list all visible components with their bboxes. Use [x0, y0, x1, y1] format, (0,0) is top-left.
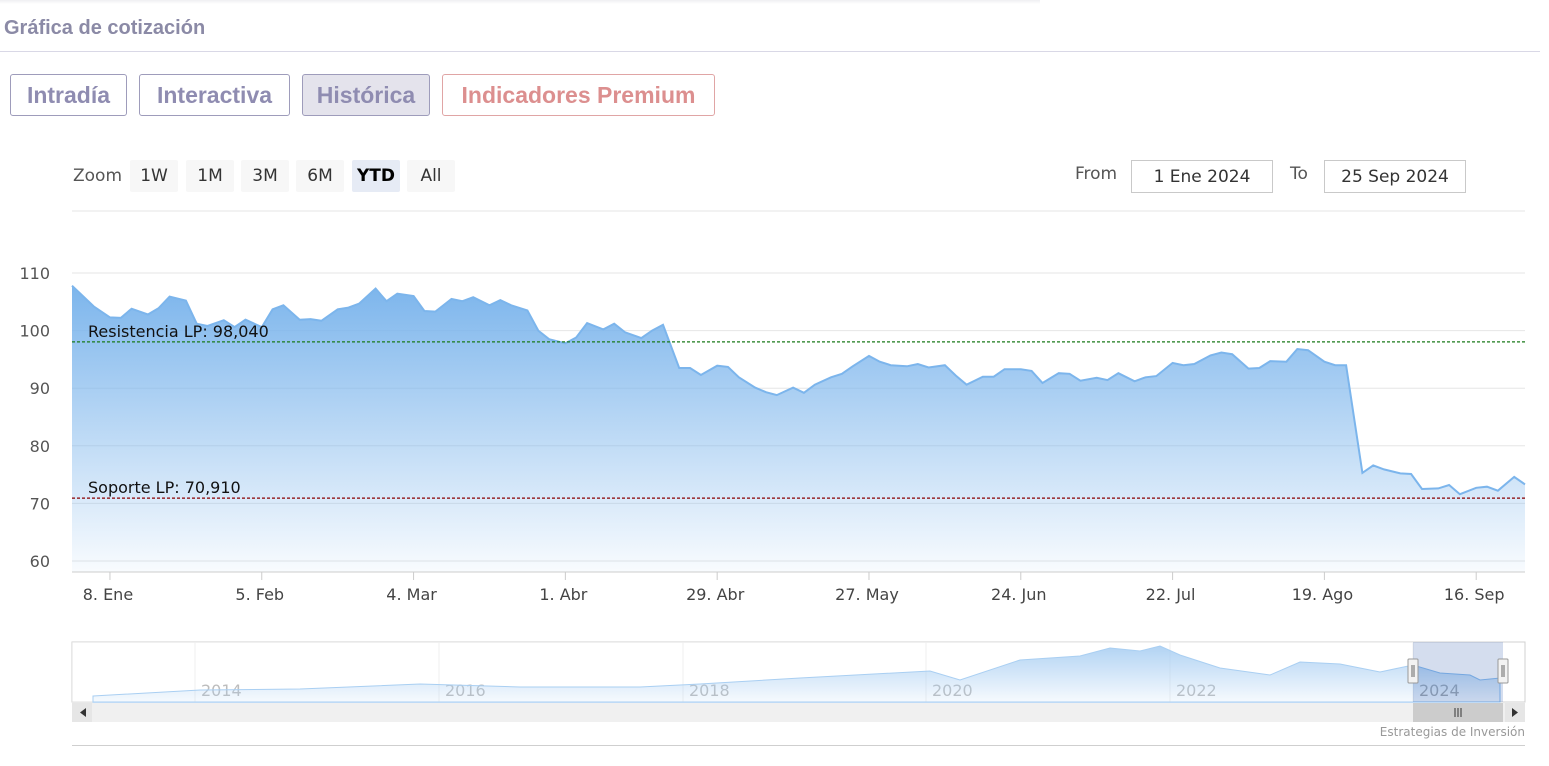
bottom-divider — [72, 745, 1525, 746]
tab-intradia[interactable]: Intradía — [10, 74, 127, 116]
x-tick-label: 29. Abr — [686, 585, 745, 604]
navigator-left-handle[interactable] — [1407, 658, 1419, 684]
to-label: To — [1290, 164, 1308, 184]
scrollbar-track[interactable] — [72, 703, 1525, 722]
navigator-mask-left — [72, 642, 1413, 702]
price-area-fill — [72, 285, 1525, 572]
x-tick-label: 22. Jul — [1146, 585, 1196, 604]
navigator-selection[interactable] — [1413, 642, 1503, 702]
page-title: Gráfica de cotización — [4, 17, 206, 39]
navigator-series — [92, 645, 1501, 703]
x-tick-label: 5. Feb — [235, 585, 284, 604]
y-tick-label: 100 — [19, 322, 50, 341]
price-series — [71, 284, 1526, 572]
arrow-left-icon — [80, 708, 86, 717]
zoom-1m-button[interactable]: 1M — [186, 160, 234, 192]
y-tick-label: 70 — [30, 494, 50, 513]
navigator: 201420162018202020222024 — [71, 641, 1526, 703]
x-tick-label: 16. Sep — [1444, 585, 1505, 604]
from-date-input[interactable]: 1 Ene 2024 — [1131, 160, 1273, 193]
support-resistance-lines: Resistencia LP: 98,040 Soporte LP: 70,910 — [72, 322, 1525, 499]
x-tick-label: 27. May — [835, 585, 899, 604]
chart-credits[interactable]: Estrategias de Inversión — [1379, 725, 1525, 739]
y-tick-label: 110 — [19, 264, 50, 283]
x-tick-label: 4. Mar — [386, 585, 437, 604]
y-axis-labels: 60 70 80 90 100 110 — [19, 264, 50, 571]
zoom-6m-button[interactable]: 6M — [296, 160, 344, 192]
tab-historica[interactable]: Histórica — [302, 74, 430, 116]
navigator-right-handle[interactable] — [1497, 658, 1509, 684]
support-label: Soporte LP: 70,910 — [88, 478, 241, 497]
tab-interactiva[interactable]: Interactiva — [139, 74, 290, 116]
arrow-right-icon — [1512, 708, 1518, 717]
x-tick-label: 8. Ene — [83, 585, 133, 604]
scrollbar[interactable] — [72, 703, 1525, 722]
top-shadow — [0, 0, 1040, 4]
zoom-3m-button[interactable]: 3M — [241, 160, 289, 192]
tab-indicadores-premium[interactable]: Indicadores Premium — [442, 74, 715, 116]
y-tick-label: 60 — [30, 552, 50, 571]
price-line — [71, 284, 1526, 496]
zoom-1w-button[interactable]: 1W — [130, 160, 178, 192]
zoom-label: Zoom — [73, 166, 123, 186]
y-tick-label: 80 — [30, 437, 50, 456]
from-label: From — [1075, 164, 1118, 184]
x-tick-label: 1. Abr — [539, 585, 587, 604]
zoom-all-button[interactable]: All — [407, 160, 455, 192]
x-tick-label: 19. Ago — [1292, 585, 1353, 604]
resistance-label: Resistencia LP: 98,040 — [88, 322, 269, 341]
x-tick-label: 24. Jun — [991, 585, 1047, 604]
zoom-ytd-button[interactable]: YTD — [352, 160, 400, 192]
x-axis: 8. Ene 5. Feb 4. Mar 1. Abr 29. Abr 27. May 24… — [72, 571, 1525, 604]
to-date-input[interactable]: 25 Sep 2024 — [1324, 160, 1466, 193]
y-tick-label: 90 — [30, 379, 50, 398]
title-divider — [0, 51, 1540, 52]
